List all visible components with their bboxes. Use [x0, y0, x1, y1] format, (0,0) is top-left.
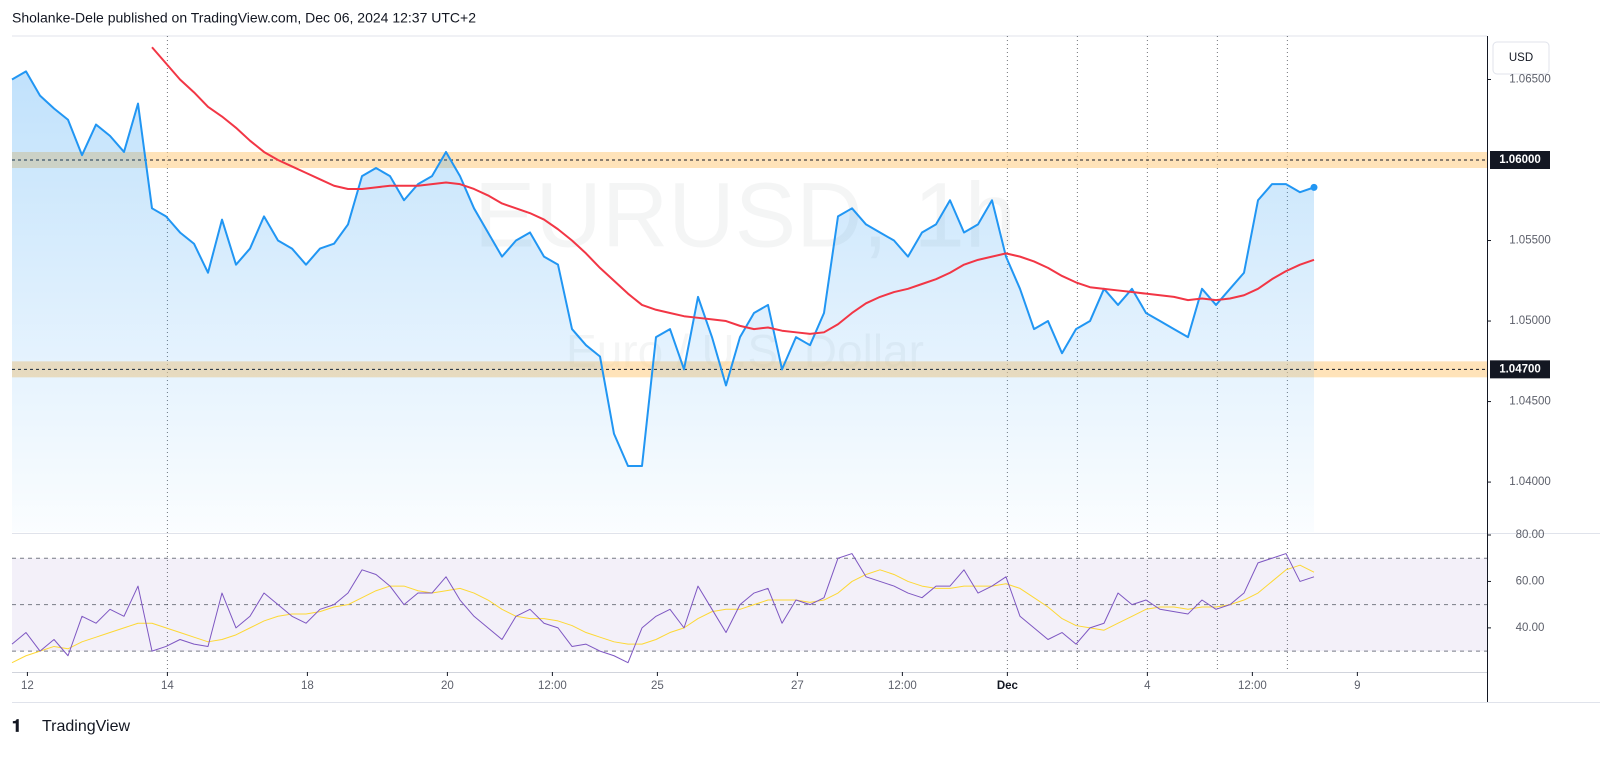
currency-label: USD — [1509, 52, 1533, 64]
x-tick-label: 27 — [791, 680, 804, 692]
x-tick-label: 12 — [21, 680, 34, 692]
logo-mark: 𝟏 — [12, 716, 21, 735]
level-label: 1.04700 — [1499, 363, 1541, 375]
y-tick-label: 1.05000 — [1509, 315, 1551, 327]
last-price-dot — [1310, 183, 1318, 191]
x-tick-label: 18 — [301, 680, 314, 692]
price-area — [12, 71, 1314, 532]
x-tick-label: 25 — [651, 680, 664, 692]
y-tick-label: 1.05500 — [1509, 235, 1551, 247]
rsi-tick-label: 80.00 — [1516, 529, 1545, 541]
y-tick-label: 1.04500 — [1509, 396, 1551, 408]
footer-logo: 𝟏 — [12, 716, 21, 735]
y-tick-label: 1.06500 — [1509, 74, 1551, 86]
x-tick-label: 12:00 — [1238, 680, 1267, 692]
x-tick-label: 9 — [1354, 680, 1360, 692]
footer-brand: TradingView — [42, 718, 130, 735]
x-tick-label: Dec — [997, 680, 1019, 692]
level-label: 1.06000 — [1499, 154, 1541, 166]
level-zone — [12, 152, 1487, 168]
price-line — [11, 70, 1315, 467]
rsi-tick-label: 60.00 — [1516, 575, 1545, 587]
x-tick-label: 4 — [1144, 680, 1151, 692]
level-badge — [1490, 151, 1550, 169]
x-tick-label: 12:00 — [538, 680, 567, 692]
currency-button[interactable] — [1492, 41, 1550, 75]
x-tick-label: 14 — [161, 680, 174, 692]
x-tick-label: 20 — [441, 680, 454, 692]
y-tick-label: 1.04000 — [1509, 476, 1551, 488]
level-badge — [1490, 360, 1550, 379]
x-tick-label: 12:00 — [888, 680, 917, 692]
rsi-ma-line — [11, 564, 1315, 664]
moving-average-line — [151, 46, 1315, 335]
rsi-tick-label: 40.00 — [1516, 622, 1545, 634]
header: Sholanke-Dele published on TradingView.c… — [12, 10, 476, 26]
rsi-line — [11, 553, 1315, 664]
